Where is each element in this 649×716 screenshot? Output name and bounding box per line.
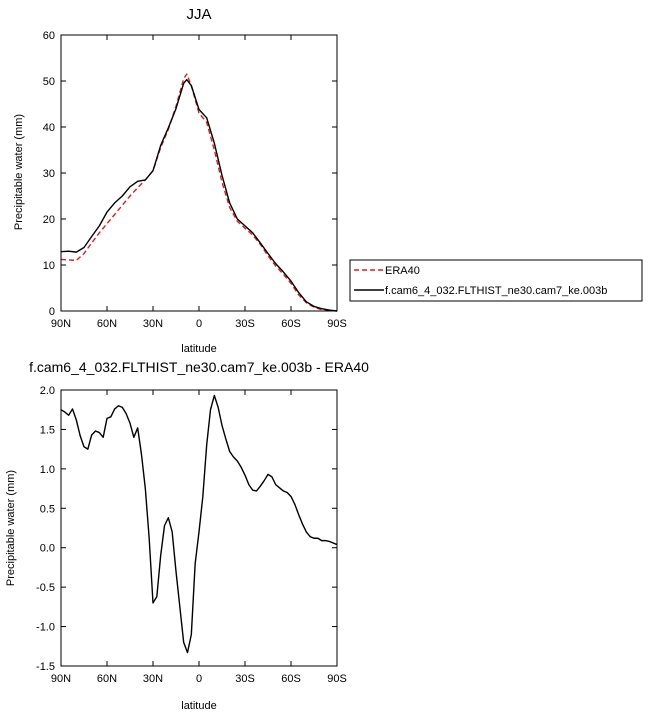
- top-xtick-label: 30N: [143, 318, 163, 330]
- top-xtick-label: 60S: [281, 318, 301, 330]
- top-chart-title: JJA: [186, 6, 211, 23]
- bottom-y-ticks: -1.5 -1.0 -0.5 0.0 0.5 1.0 1.5 2.0: [36, 385, 337, 673]
- top-series-lines: [60, 73, 338, 312]
- bottom-series-line-0: [60, 394, 338, 654]
- bottom-ytick-label: 0.5: [40, 503, 55, 515]
- bottom-x-axis-label: latitude: [181, 700, 216, 712]
- top-xtick-label: 90N: [51, 318, 71, 330]
- top-xtick-label: 0: [196, 318, 202, 330]
- bottom-ytick-label: 1.0: [40, 464, 55, 476]
- bottom-ytick-label: 2.0: [40, 385, 55, 397]
- legend-box: [349, 259, 643, 302]
- top-ytick-label: 50: [43, 76, 55, 88]
- top-x-ticks: 90N 60N 30N 0 30S 60S 90S: [51, 35, 347, 330]
- top-y-ticks: 0 10 20 30 40 50 60: [43, 30, 337, 318]
- bottom-x-ticks: 90N 60N 30N 0 30S 60S 90S: [51, 390, 347, 685]
- legend-label-model: f.cam6_4_032.FLTHIST_ne30.cam7_ke.003b: [385, 285, 607, 297]
- bottom-ytick-label: -1.0: [36, 622, 55, 634]
- bottom-xtick-label: 30S: [235, 673, 255, 685]
- bottom-xtick-label: 60N: [97, 673, 117, 685]
- bottom-series-lines: [60, 394, 338, 654]
- bottom-chart-title: f.cam6_4_032.FLTHIST_ne30.cam7_ke.003b -…: [29, 359, 369, 375]
- top-ytick-label: 0: [49, 306, 55, 318]
- top-xtick-label: 60N: [97, 318, 117, 330]
- bottom-ytick-label: 1.5: [40, 424, 55, 436]
- top-series-line-1: [60, 78, 338, 312]
- bottom-ytick-label: -0.5: [36, 582, 55, 594]
- top-xtick-label: 90S: [327, 318, 347, 330]
- top-x-axis-label: latitude: [181, 343, 216, 355]
- bottom-xtick-label: 90N: [51, 673, 71, 685]
- top-y-axis-label: Precipitable water (mm): [13, 114, 25, 230]
- bottom-y-axis-label: Precipitable water (mm): [5, 470, 17, 586]
- top-series-line-0: [60, 73, 338, 312]
- top-plot-frame: [60, 34, 338, 312]
- bottom-ytick-label: -1.5: [36, 661, 55, 673]
- legend: ERA40 f.cam6_4_032.FLTHIST_ne30.cam7_ke.…: [349, 259, 643, 302]
- bottom-xtick-label: 0: [196, 673, 202, 685]
- bottom-xtick-label: 90S: [327, 673, 347, 685]
- top-ytick-label: 60: [43, 30, 55, 42]
- top-xtick-label: 30S: [235, 318, 255, 330]
- bottom-panel: f.cam6_4_032.FLTHIST_ne30.cam7_ke.003b -…: [5, 359, 369, 712]
- bottom-ytick-label: 0.0: [40, 543, 55, 555]
- top-ytick-label: 30: [43, 168, 55, 180]
- top-panel: JJA Precipitable water (mm) latitude 0 10…: [13, 6, 347, 355]
- bottom-xtick-label: 30N: [143, 673, 163, 685]
- top-ytick-label: 10: [43, 260, 55, 272]
- top-ytick-label: 20: [43, 214, 55, 226]
- legend-label-era40: ERA40: [385, 265, 420, 277]
- bottom-plot-frame: [60, 389, 338, 667]
- bottom-xtick-label: 60S: [281, 673, 301, 685]
- top-ytick-label: 40: [43, 122, 55, 134]
